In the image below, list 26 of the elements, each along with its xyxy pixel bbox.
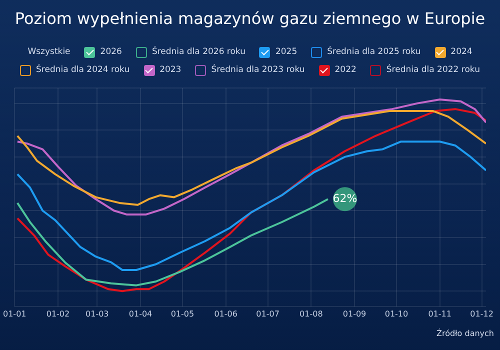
legend-label: Średnia dla 2023 roku (211, 65, 305, 75)
legend-label: 2026 (100, 47, 122, 57)
legend-label: 2025 (275, 47, 298, 57)
x-tick-label: 01-11 (428, 309, 452, 318)
text: Źródło danych (436, 329, 494, 338)
text: Wszystkie (28, 47, 70, 57)
x-tick-label: 01-05 (170, 309, 194, 318)
legend-label: 2022 (334, 65, 356, 75)
legend-label: Średnia dla 2026 roku (152, 47, 246, 57)
legend-label: 2023 (160, 65, 182, 75)
legend-label: 2024 (450, 47, 472, 57)
x-tick-label: 01-01 (3, 309, 26, 318)
legend-label: Średnia dla 2024 roku (36, 65, 130, 75)
x-tick-label: 01-07 (256, 309, 280, 318)
x-tick-label: 01-08 (300, 309, 323, 318)
x-tick-label: 01-10 (384, 309, 408, 318)
legend-label: Średnia dla 2022 roku (386, 65, 480, 75)
annotation: 62% (332, 192, 358, 205)
legend-label: Średnia dla 2025 roku (327, 47, 421, 57)
chart-title: Poziom wypełnienia magazynów gazu ziemnego w Europie (14, 8, 486, 30)
x-tick-label: 01-12 (470, 309, 494, 318)
x-tick-label: 01-03 (86, 309, 109, 318)
x-tick-label: 01-02 (46, 309, 70, 318)
x-tick-label: 01-04 (128, 309, 152, 318)
x-tick-label: 01-09 (342, 309, 366, 318)
x-tick-label: 01-06 (214, 309, 238, 318)
